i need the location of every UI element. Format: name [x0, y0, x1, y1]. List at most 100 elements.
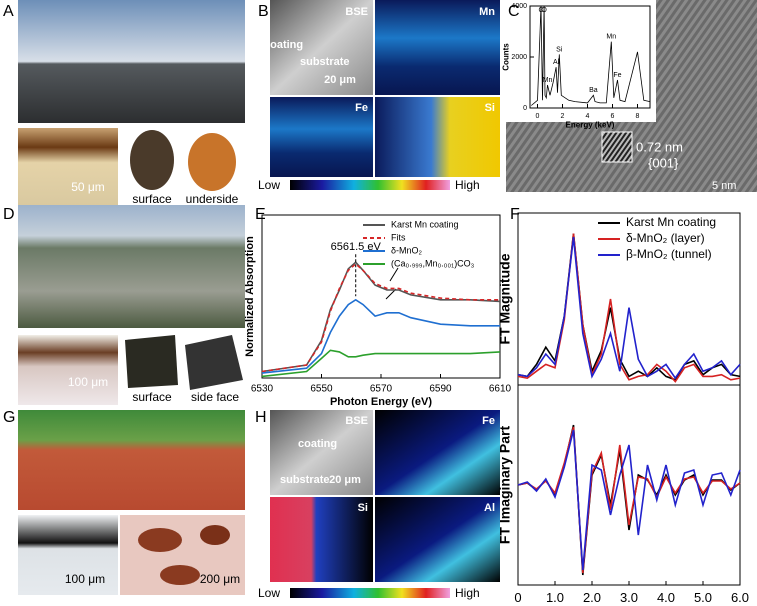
annotation: Fe [613, 72, 621, 79]
x-axis-label: Photon Energy (eV) [330, 396, 432, 408]
micrograph [18, 335, 118, 405]
scale-label: 50 μm [71, 180, 105, 194]
nodule [160, 565, 200, 585]
rock-label: side face [191, 390, 239, 404]
map-label: Fe [355, 102, 368, 114]
y-tick-label: 4000 [511, 3, 527, 10]
scale-label: 20 μm [329, 474, 361, 486]
data-line [261, 262, 500, 373]
y-axis-label: FT Magnitude [497, 253, 513, 344]
map-label: Al [484, 502, 495, 514]
rock-label: surface [132, 390, 172, 404]
rock [188, 133, 236, 191]
panel-label: B [258, 3, 269, 20]
x-tick-label: 4.0 [657, 590, 675, 605]
x-tick-label: 1.0 [546, 590, 564, 605]
y-tick-label: 2000 [511, 54, 527, 61]
x-tick-label: 4 [586, 113, 590, 120]
micrograph [18, 515, 118, 595]
lattice-inset [601, 131, 633, 163]
region-label: coating [264, 39, 303, 51]
element-map [375, 410, 500, 495]
eds-inset [506, 0, 656, 122]
y-tick-label: 0 [523, 105, 527, 112]
map-label: Si [485, 102, 495, 114]
colorbar-high: High [455, 586, 480, 600]
rock [125, 335, 178, 388]
annotation: Mn [543, 77, 553, 84]
scale-label: 5 nm [712, 180, 736, 192]
annotation: C [538, 7, 543, 14]
photo-landscape [18, 0, 245, 123]
legend-label: δ-MnO₂ (layer) [626, 231, 705, 245]
annotation: Ba [589, 87, 598, 94]
panel-label: E [255, 206, 266, 223]
colorbar [290, 588, 450, 598]
data-line [261, 349, 501, 378]
colorbar-high: High [455, 178, 480, 192]
map-label: Mn [479, 6, 495, 18]
photo-landscape [18, 205, 245, 328]
region-label: substrate [300, 56, 350, 68]
data-line [517, 426, 741, 574]
panel-label: H [255, 409, 267, 426]
x-tick-label: 6530 [251, 384, 274, 395]
data-line [517, 237, 741, 380]
element-map [375, 497, 500, 582]
bse-map [270, 0, 373, 95]
plot-frame [517, 384, 741, 586]
y-axis-label: Normalized Absorption [244, 236, 256, 357]
y-axis-label: FT Imaginary Part [497, 426, 513, 545]
legend-label: Fits [391, 232, 406, 242]
data-line [261, 261, 501, 373]
panel-label: A [3, 3, 14, 20]
scale-label: 100 μm [68, 375, 108, 389]
arrow [389, 267, 399, 282]
micrograph [18, 128, 118, 205]
colorbar-low: Low [258, 586, 280, 600]
element-map [270, 97, 373, 177]
lattice-label: 0.72 nm [636, 139, 683, 154]
scale-label: 20 μm [324, 74, 356, 86]
map-label: Si [358, 502, 368, 514]
x-tick-label: 5.0 [694, 590, 712, 605]
map-label: BSE [345, 415, 368, 427]
region-label: coating [298, 438, 337, 450]
data-line [261, 298, 500, 374]
legend-label: Karst Mn coating [391, 219, 459, 229]
legend-label: β-MnO₂ (tunnel) [626, 247, 712, 261]
x-tick-label: 8 [636, 113, 640, 120]
element-map [375, 0, 500, 95]
photo-soil [18, 410, 245, 510]
x-tick-label: 6570 [370, 384, 393, 395]
nodule [138, 528, 182, 552]
element-map [375, 97, 500, 177]
x-tick-label: 6590 [429, 384, 452, 395]
y-axis-label: Counts [501, 43, 510, 71]
annotation: O [541, 7, 547, 14]
plane-label: {001} [648, 155, 679, 170]
colorbar-low: Low [258, 178, 280, 192]
rock [185, 335, 243, 390]
x-tick-label: 0 [514, 590, 521, 605]
legend-label: Karst Mn coating [626, 215, 716, 229]
x-axis-label: Energy (keV) [566, 121, 615, 130]
x-tick-label: 6550 [310, 384, 333, 395]
annotation: Mn [606, 34, 616, 41]
x-tick-label: 0 [536, 113, 540, 120]
x-tick-label: 6 [611, 113, 615, 120]
x-tick-label: 2.0 [583, 590, 601, 605]
bse-map [270, 410, 373, 495]
x-tick-label: 2 [561, 113, 565, 120]
panel-label: C [508, 3, 520, 20]
legend-label: δ-MnO₂ [391, 245, 423, 255]
rock-label: surface [132, 192, 172, 206]
map-label: BSE [345, 6, 368, 18]
panel-label: D [3, 206, 15, 223]
region-label: substrate [280, 474, 330, 486]
legend-label: (Ca₀.₉₉₉,Mn₀.₀₀₁)CO₃ [391, 258, 475, 268]
x-tick-label: 6610 [489, 384, 512, 395]
rock-label: underside [186, 192, 239, 206]
x-tick-label: 3.0 [620, 590, 638, 605]
annotation: Si [556, 46, 563, 53]
